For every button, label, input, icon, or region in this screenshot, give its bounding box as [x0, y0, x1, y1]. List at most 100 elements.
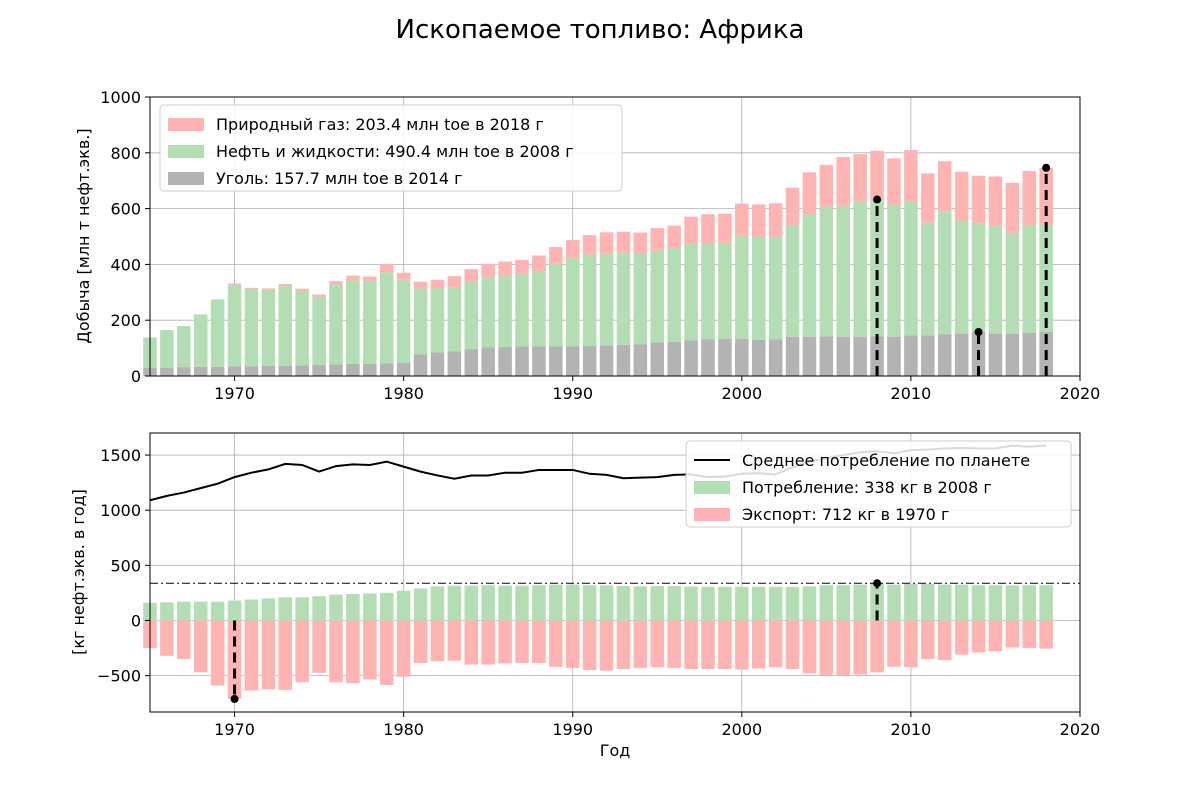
- bar-gas: [515, 259, 529, 274]
- bar-oil: [413, 288, 428, 355]
- x-tick-label: 2000: [721, 720, 762, 739]
- bar-gas: [853, 154, 867, 202]
- marker-point: [974, 328, 983, 337]
- bar-oil: [430, 288, 445, 353]
- bar-export: [210, 620, 225, 686]
- bar-coal: [565, 346, 580, 376]
- bar-consumption: [971, 585, 986, 621]
- bar-consumption: [346, 594, 360, 621]
- bar-consumption: [177, 601, 191, 621]
- y-tick-label: 1000: [100, 88, 141, 107]
- bar-gas: [261, 288, 276, 290]
- bar-coal: [1022, 332, 1037, 376]
- bar-export: [819, 620, 834, 676]
- bar-consumption: [363, 593, 377, 621]
- y-tick-label: 1000: [100, 501, 141, 520]
- bar-export: [379, 620, 394, 685]
- bar-coal: [819, 336, 834, 376]
- bar-coal: [227, 366, 242, 376]
- bar-coal: [532, 346, 546, 376]
- bar-coal: [329, 364, 343, 376]
- bar-gas: [954, 171, 969, 221]
- bar-coal: [667, 341, 681, 376]
- x-tick-label: 2020: [1060, 384, 1101, 403]
- bar-coal: [549, 346, 563, 376]
- bar-gas: [346, 275, 360, 281]
- bar-oil: [565, 258, 580, 347]
- bar-consumption: [447, 585, 462, 621]
- bar-export: [921, 620, 935, 660]
- bar-consumption: [1039, 585, 1053, 621]
- bar-consumption: [768, 586, 783, 621]
- bar-oil: [515, 273, 529, 347]
- bar-oil: [193, 314, 208, 367]
- bar-consumption: [937, 584, 952, 621]
- bar-export: [464, 620, 479, 665]
- legend-label: Нефть и жидкости: 490.4 млн toe в 2008 г: [216, 142, 574, 161]
- bar-coal: [904, 335, 918, 376]
- bar-gas: [971, 175, 986, 224]
- bar-gas: [549, 247, 563, 264]
- bar-oil: [278, 286, 293, 366]
- bar-export: [853, 620, 867, 675]
- bar-oil: [921, 222, 935, 336]
- bar-coal: [684, 340, 698, 376]
- bar-export: [870, 620, 884, 673]
- x-tick-label: 1980: [383, 384, 424, 403]
- bar-export: [413, 620, 428, 663]
- bar-oil: [346, 280, 360, 365]
- bar-gas: [684, 216, 698, 245]
- bar-gas: [379, 263, 394, 273]
- bar-gas: [447, 276, 462, 288]
- legend-box: [159, 104, 623, 192]
- bar-oil: [768, 236, 783, 340]
- bar-export: [447, 620, 462, 661]
- bar-coal: [413, 354, 428, 376]
- bar-coal: [836, 336, 851, 376]
- bar-oil: [295, 290, 309, 366]
- bar-gas: [329, 281, 343, 285]
- legend-swatch: [694, 481, 730, 494]
- bar-consumption: [836, 585, 851, 621]
- bar-oil: [937, 211, 952, 335]
- bar-coal: [1005, 333, 1020, 376]
- y-tick-label: 200: [110, 311, 141, 330]
- bar-coal: [160, 367, 174, 376]
- bar-consumption: [988, 585, 1003, 621]
- bar-export: [261, 620, 276, 690]
- bar-export: [718, 620, 732, 669]
- bar-consumption: [921, 584, 935, 621]
- bar-consumption: [853, 584, 867, 621]
- bar-coal: [921, 335, 935, 376]
- bar-coal: [261, 365, 276, 376]
- bar-oil: [261, 289, 276, 366]
- x-tick-label: 1970: [214, 720, 255, 739]
- bar-export: [481, 620, 495, 665]
- bar-export: [1005, 620, 1020, 648]
- bar-export: [363, 620, 377, 680]
- bar-export: [802, 620, 817, 674]
- bar-gas: [1005, 182, 1020, 234]
- bar-oil: [160, 329, 174, 368]
- bar-oil: [363, 280, 377, 364]
- bar-consumption: [616, 586, 631, 621]
- bar-coal: [802, 336, 817, 376]
- bar-export: [1039, 620, 1053, 649]
- bar-export: [515, 620, 529, 663]
- consumption-y-axis-label: [кг нефт.экв. в год]: [69, 489, 88, 655]
- bar-coal: [785, 336, 800, 376]
- bar-oil: [802, 214, 817, 337]
- legend-box: [685, 440, 1072, 528]
- bar-consumption: [565, 584, 580, 621]
- bar-gas: [904, 150, 918, 202]
- bar-consumption: [193, 601, 208, 621]
- bar-export: [312, 620, 326, 673]
- bar-consumption: [785, 586, 800, 621]
- bar-coal: [295, 365, 309, 376]
- bar-gas: [667, 225, 681, 248]
- bar-consumption: [887, 584, 901, 621]
- y-tick-label: 1500: [100, 446, 141, 465]
- bar-export: [616, 620, 631, 669]
- bar-consumption: [802, 586, 817, 621]
- bar-gas: [718, 213, 732, 243]
